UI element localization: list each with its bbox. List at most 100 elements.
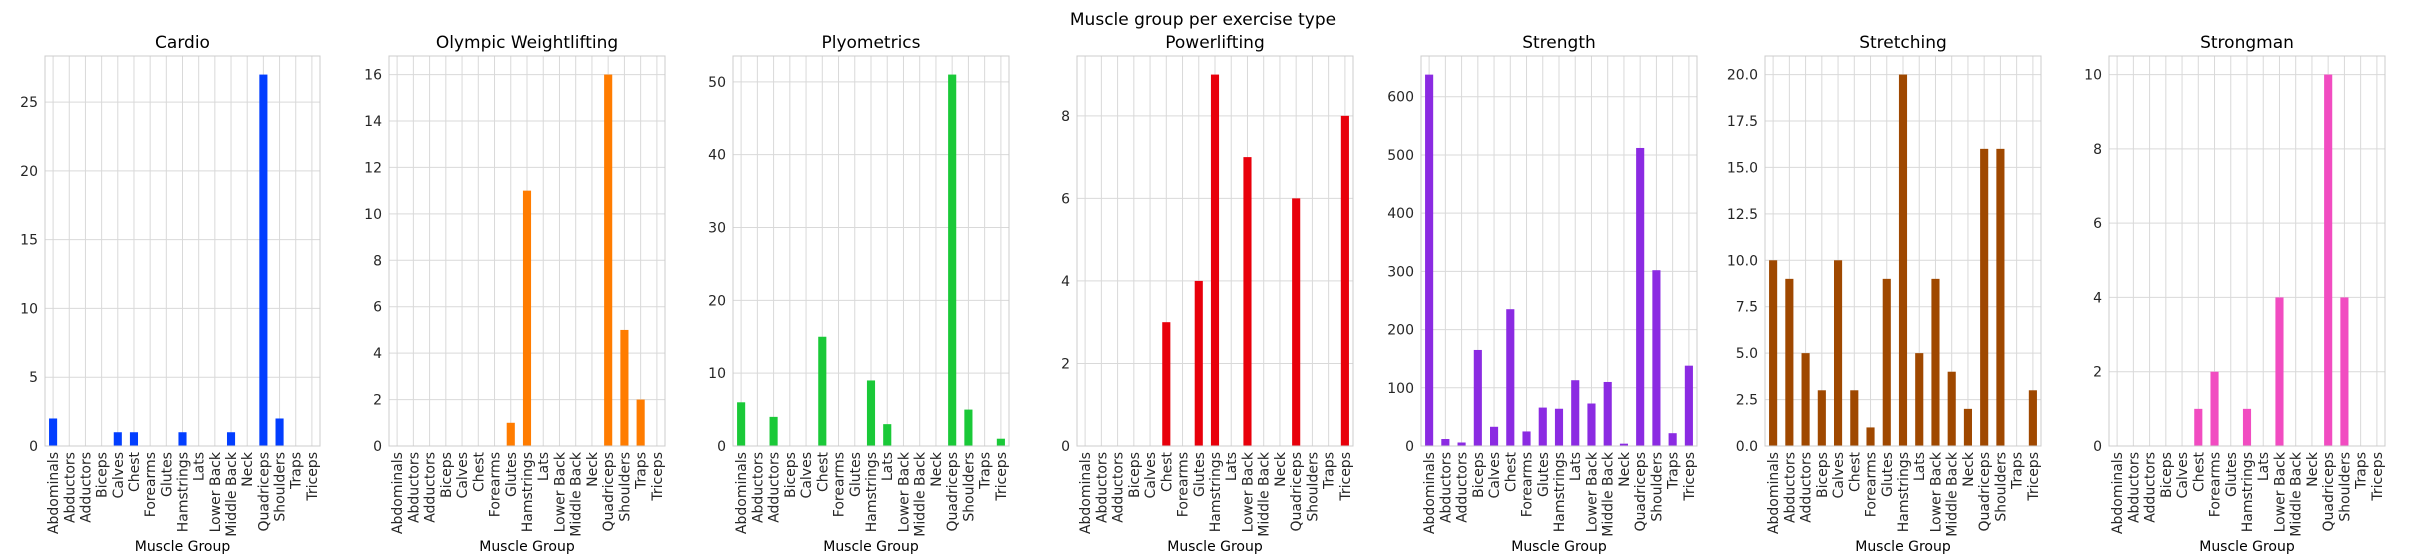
bar xyxy=(1882,278,1891,446)
bar xyxy=(1980,148,1989,446)
bar xyxy=(49,418,58,446)
x-tick-label: Hamstrings xyxy=(1896,452,1912,532)
x-tick-label: Middle Back xyxy=(1257,451,1273,537)
x-tick-label: Shoulders xyxy=(961,452,977,522)
chart-panel-6: Stretching 0.0 2.5 5.0 7.5 10.0 12.5 15.0 17.5 20… xyxy=(1727,33,2042,555)
x-tick-label: Triceps xyxy=(1682,452,1698,502)
x-tick-label: Chest xyxy=(1159,451,1175,492)
x-tick-label: Triceps xyxy=(650,452,666,502)
x-tick-label: Abdominals xyxy=(2110,452,2126,534)
x-tick-label: Shoulders xyxy=(2337,452,2353,522)
bar xyxy=(769,416,778,446)
x-tick-label: Biceps xyxy=(1127,452,1143,498)
y-tick-label: 10 xyxy=(364,207,382,223)
bar xyxy=(1931,278,1940,446)
y-tick-label: 0 xyxy=(373,439,382,455)
y-tick-label: 10 xyxy=(2084,68,2102,84)
x-tick-label: Calves xyxy=(1831,452,1847,498)
y-tick-label: 8 xyxy=(2093,142,2102,158)
bar xyxy=(1866,427,1875,446)
y-tick-label: 0 xyxy=(717,439,726,455)
x-tick-label: Shoulders xyxy=(1649,452,1665,522)
bar xyxy=(522,190,532,446)
y-tick-label: 6 xyxy=(1061,191,1070,207)
axes-frame xyxy=(1076,55,1354,447)
x-tick-label: Adductors xyxy=(78,452,94,523)
x-tick-label: Traps xyxy=(2010,452,2026,490)
x-tick-label: Middle Back xyxy=(913,451,929,537)
x-tick-label: Abdominals xyxy=(46,452,62,534)
y-tick-label: 4 xyxy=(2093,290,2102,306)
x-tick-label: Biceps xyxy=(95,452,111,498)
x-tick-label: Traps xyxy=(2354,452,2370,490)
bar xyxy=(1490,426,1499,446)
bar xyxy=(866,380,876,446)
bar xyxy=(1769,260,1778,446)
x-tick-label: Adductors xyxy=(767,452,783,523)
x-tick-label: Adductors xyxy=(1455,452,1471,523)
figure-title: Muscle group per exercise type xyxy=(1070,10,1336,30)
x-tick-label: Abductors xyxy=(62,452,78,523)
x-tick-label: Forearms xyxy=(1520,452,1536,517)
y-tick-label: 8 xyxy=(373,253,382,269)
bar xyxy=(1963,408,1972,446)
x-axis-label: Muscle Group xyxy=(823,539,919,555)
y-tick-label: 12.5 xyxy=(1727,207,1758,223)
x-tick-label: Forearms xyxy=(1864,452,1880,517)
x-tick-label: Lats xyxy=(880,452,896,481)
x-tick-label: Calves xyxy=(2175,452,2191,498)
bar xyxy=(948,74,957,447)
x-tick-label: Glutes xyxy=(1880,452,1896,497)
bar xyxy=(964,409,973,446)
axes-frame xyxy=(1764,55,2042,447)
x-tick-label: Glutes xyxy=(159,452,175,497)
x-tick-label: Abdominals xyxy=(1422,452,1438,534)
y-tick-label: 500 xyxy=(1387,148,1414,164)
x-tick-label: Middle Back xyxy=(1945,451,1961,537)
x-tick-label: Quadriceps xyxy=(945,452,961,532)
x-tick-label: Forearms xyxy=(832,452,848,517)
bar xyxy=(113,432,122,446)
y-tick-label: 5.0 xyxy=(1736,346,1758,362)
y-tick-label: 600 xyxy=(1387,90,1414,106)
x-tick-label: Middle Back xyxy=(224,451,240,537)
bar xyxy=(506,422,515,446)
bar xyxy=(1898,74,1908,447)
x-tick-label: Forearms xyxy=(143,452,159,517)
x-tick-label: Abdominals xyxy=(1766,452,1782,534)
y-tick-label: 4 xyxy=(373,346,382,362)
x-tick-label: Calves xyxy=(1143,452,1159,498)
y-tick-label: 20 xyxy=(708,293,726,309)
x-tick-label: Hamstrings xyxy=(864,452,880,532)
x-tick-label: Hamstrings xyxy=(1552,452,1568,532)
x-tick-label: Glutes xyxy=(1192,452,1208,497)
y-tick-label: 15 xyxy=(20,233,38,249)
x-tick-label: Glutes xyxy=(1536,452,1552,497)
y-tick-label: 20.0 xyxy=(1727,68,1758,84)
bar xyxy=(1340,115,1349,446)
bar xyxy=(1441,439,1450,446)
chart-title: Cardio xyxy=(155,33,210,53)
x-tick-label: Biceps xyxy=(2159,452,2175,498)
y-tick-label: 12 xyxy=(364,160,382,176)
x-tick-label: Neck xyxy=(585,451,601,487)
bar xyxy=(1522,431,1531,446)
x-tick-label: Abdominals xyxy=(390,452,406,534)
bar xyxy=(1684,365,1693,446)
bar xyxy=(1915,353,1924,446)
x-tick-label: Traps xyxy=(634,452,650,490)
x-axis-label: Muscle Group xyxy=(1167,539,1263,555)
x-tick-label: Abductors xyxy=(750,452,766,523)
x-tick-label: Shoulders xyxy=(1993,452,2009,522)
x-tick-label: Shoulders xyxy=(273,452,289,522)
x-tick-label: Chest xyxy=(1847,451,1863,492)
chart-title: Stretching xyxy=(1859,33,1947,53)
x-tick-label: Biceps xyxy=(783,452,799,498)
y-tick-label: 0 xyxy=(2093,439,2102,455)
chart-panel-3: Plyometrics 0 10 20 30 40 50 Abdominals Abductor… xyxy=(708,33,1010,555)
y-tick-label: 0.0 xyxy=(1736,439,1758,455)
x-tick-label: Forearms xyxy=(2208,452,2224,517)
y-tick-label: 25 xyxy=(20,95,38,111)
bar xyxy=(1668,433,1677,446)
y-tick-label: 16 xyxy=(364,68,382,84)
